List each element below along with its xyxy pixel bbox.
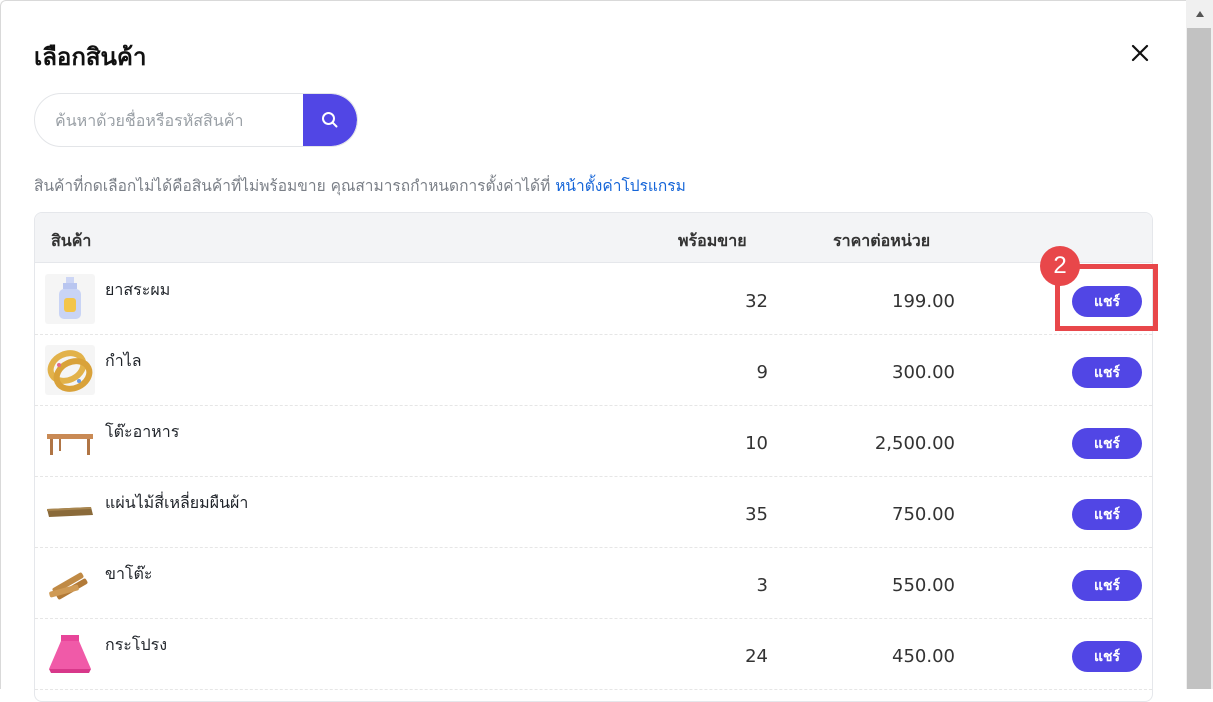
availability-note: สินค้าที่กดเลือกไม่ได้คือสินค้าที่ไม่พร้…	[34, 173, 686, 198]
share-button[interactable]: แชร์	[1072, 357, 1142, 388]
skirt-image	[45, 629, 95, 679]
product-name: ขาโต๊ะ	[105, 564, 153, 583]
dining-table-image	[45, 416, 95, 466]
annotation-step-badge: 2	[1040, 246, 1080, 286]
close-button[interactable]	[1128, 41, 1152, 65]
product-price: 2,500.00	[874, 433, 955, 454]
share-button[interactable]: แชร์	[1072, 286, 1142, 317]
header-unit-price: ราคาต่อหน่วย	[833, 231, 931, 250]
scrollbar-thumb[interactable]	[1187, 28, 1211, 689]
select-product-dialog: เลือกสินค้า สินค้าที่กดเลือกไม่ได้คือสิน…	[0, 0, 1186, 702]
product-name: ยาสระผม	[105, 280, 171, 299]
table-row: ขาโต๊ะ 3 550.00 แชร์	[35, 548, 1152, 619]
table-row: โต๊ะอาหาร 10 2,500.00 แชร์	[35, 406, 1152, 477]
product-name: โต๊ะอาหาร	[105, 422, 180, 441]
shampoo-bottle-image	[45, 274, 95, 324]
product-price: 300.00	[892, 362, 955, 383]
table-legs-image	[45, 558, 95, 608]
table-row: กำไล 9 300.00 แชร์	[35, 335, 1152, 406]
table-row: แผ่นไม้สี่เหลี่ยมผืนผ้า 35 750.00 แชร์	[35, 477, 1152, 548]
bracelet-image	[45, 345, 95, 395]
share-button[interactable]: แชร์	[1072, 570, 1142, 601]
header-available: พร้อมขาย	[678, 231, 747, 250]
product-name: กำไล	[105, 351, 142, 370]
product-qty: 35	[745, 504, 768, 525]
product-price: 199.00	[892, 291, 955, 312]
note-text: สินค้าที่กดเลือกไม่ได้คือสินค้าที่ไม่พร้…	[34, 177, 556, 195]
table-row: กระโปรง 24 450.00 แชร์	[35, 619, 1152, 690]
product-table: สินค้า พร้อมขาย ราคาต่อหน่วย ยาสระผม 32 …	[34, 212, 1153, 702]
product-name: แผ่นไม้สี่เหลี่ยมผืนผ้า	[105, 493, 249, 512]
scrollbar[interactable]	[1186, 0, 1213, 689]
share-button[interactable]: แชร์	[1072, 428, 1142, 459]
product-price: 750.00	[892, 504, 955, 525]
product-qty: 10	[745, 433, 768, 454]
search-button[interactable]	[303, 94, 357, 146]
wood-plank-image	[45, 487, 95, 537]
dialog-title: เลือกสินค้า	[34, 43, 147, 71]
settings-link[interactable]: หน้าตั้งค่าโปรแกรม	[555, 177, 686, 195]
product-qty: 9	[756, 362, 768, 383]
search-input[interactable]	[35, 94, 305, 146]
search-box	[34, 93, 358, 147]
table-row: ยาสระผม 32 199.00 แชร์	[35, 264, 1152, 335]
header-product: สินค้า	[51, 231, 92, 250]
close-icon	[1131, 44, 1149, 62]
product-name: กระโปรง	[105, 635, 168, 654]
search-icon	[322, 112, 338, 128]
share-button[interactable]: แชร์	[1072, 499, 1142, 530]
table-header: สินค้า พร้อมขาย ราคาต่อหน่วย	[35, 213, 1152, 263]
product-price: 550.00	[892, 575, 955, 596]
product-price: 450.00	[892, 646, 955, 667]
product-qty: 3	[756, 575, 768, 596]
product-qty: 24	[745, 646, 768, 667]
scroll-up-button[interactable]	[1186, 0, 1213, 27]
chevron-up-icon	[1195, 10, 1204, 17]
share-button[interactable]: แชร์	[1072, 641, 1142, 672]
product-qty: 32	[745, 291, 768, 312]
